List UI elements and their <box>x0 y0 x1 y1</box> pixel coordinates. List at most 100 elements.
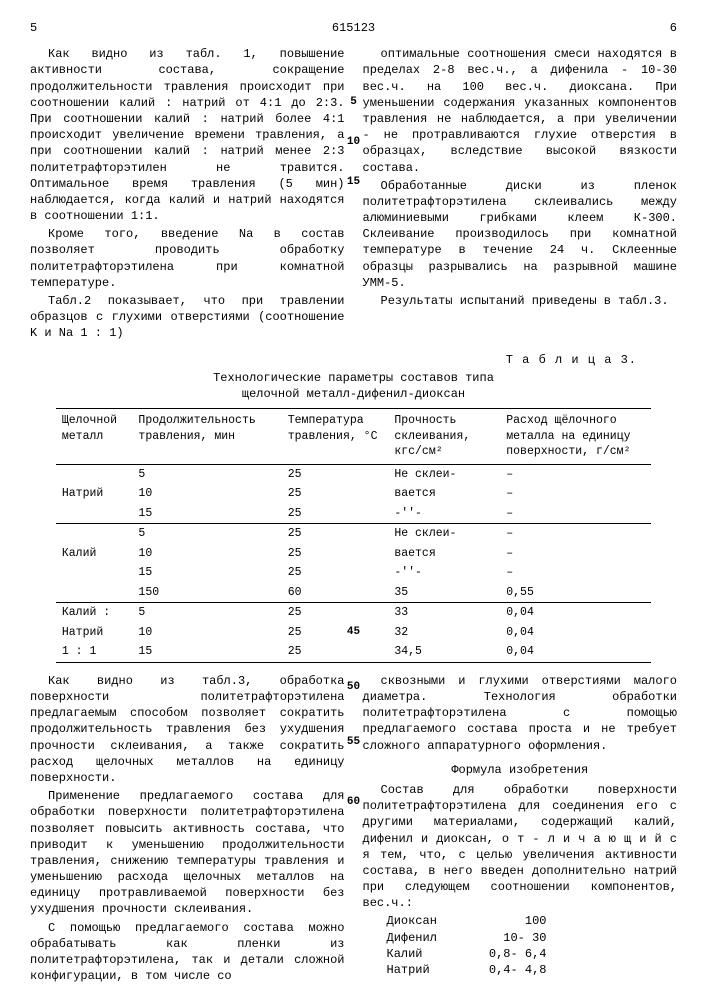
table-row: 5 25 Не склеи- – <box>56 524 651 544</box>
document-number: 615123 <box>332 20 375 36</box>
cell: 25 <box>282 623 389 643</box>
paragraph: Как видно из табл.3, обработка поверхнос… <box>30 673 345 786</box>
cell: 15 <box>132 563 281 583</box>
table-row: Натрий 10 25 вается – <box>56 484 651 504</box>
top-columns: Как видно из табл. 1, повышение активнос… <box>30 46 677 343</box>
component-name: Диоксан <box>387 913 467 929</box>
page-left: 5 <box>30 20 37 36</box>
component-row: Дифенил 10- 30 <box>387 930 678 946</box>
cell: 10 <box>132 544 281 564</box>
paragraph: Результаты испытаний приведены в табл.3. <box>363 293 678 309</box>
formula-title: Формула изобретения <box>363 762 678 778</box>
formula-body: Состав для обработки поверхности политет… <box>363 782 678 912</box>
cell: 5 <box>132 524 281 544</box>
paragraph: С помощью предлагаемого состава можно об… <box>30 920 345 985</box>
component-name: Дифенил <box>387 930 467 946</box>
bottom-columns: Как видно из табл.3, обработка поверхнос… <box>30 673 677 987</box>
paragraph: Табл.2 показывает, что при травлении обр… <box>30 293 345 342</box>
cell: 33 <box>388 603 500 623</box>
table-row: 150 60 35 0,55 <box>56 583 651 603</box>
cell: 25 <box>282 464 389 484</box>
table-header: Прочность склеивания, кгс/см² <box>388 409 500 465</box>
cell: – <box>500 563 651 583</box>
cell: вается <box>388 544 500 564</box>
cell: – <box>500 464 651 484</box>
component-row: Натрий 0,4- 4,8 <box>387 962 678 978</box>
line-number: 50 <box>347 680 360 695</box>
line-number: 15 <box>347 175 360 190</box>
cell: 60 <box>282 583 389 603</box>
paragraph: Применение предлагаемого состава для обр… <box>30 788 345 918</box>
cell: 0,04 <box>500 642 651 662</box>
cell: 34,5 <box>388 642 500 662</box>
group-label: Калий : <box>56 603 133 623</box>
table-row: 5 25 Не склеи- – <box>56 464 651 484</box>
component-value: 100 <box>467 913 547 929</box>
component-row: Калий 0,8- 6,4 <box>387 946 678 962</box>
bottom-right-column: сквозными и глухими отверстиями малого д… <box>363 673 678 987</box>
component-name: Калий <box>387 946 467 962</box>
cell: 25 <box>282 603 389 623</box>
component-list: Диоксан 100 Дифенил 10- 30 Калий 0,8- 6,… <box>387 913 678 978</box>
table-header: Расход щёлочного металла на единицу пове… <box>500 409 651 465</box>
table-header: Температура травления, °С <box>282 409 389 465</box>
cell: 10 <box>132 623 281 643</box>
table-title-line: Технологические параметры составов типа <box>213 371 494 385</box>
cell: 25 <box>282 563 389 583</box>
component-value: 0,8- 6,4 <box>467 946 547 962</box>
cell: Не склеи- <box>388 524 500 544</box>
group-label: Натрий <box>56 484 133 504</box>
paragraph: оптимальные соотношения смеси находятся … <box>363 46 678 176</box>
group-label: Натрий <box>56 623 133 643</box>
component-row: Диоксан 100 <box>387 913 678 929</box>
paragraph: Кроме того, введение Na в состав позволя… <box>30 226 345 291</box>
paragraph: сквозными и глухими отверстиями малого д… <box>363 673 678 754</box>
paragraph: Как видно из табл. 1, повышение активнос… <box>30 46 345 224</box>
line-number: 10 <box>347 135 360 150</box>
cell: 15 <box>132 642 281 662</box>
cell: вается <box>388 484 500 504</box>
line-number: 55 <box>347 735 360 750</box>
cell: 0,04 <box>500 623 651 643</box>
cell: 15 <box>132 504 281 524</box>
table-title-line: щелочной металл-дифенил-диоксан <box>242 387 465 401</box>
line-number: 60 <box>347 795 360 810</box>
table-caption: Т а б л и ц а 3. <box>30 352 637 368</box>
cell: – <box>500 504 651 524</box>
line-number: 45 <box>347 625 360 640</box>
cell: – <box>500 484 651 504</box>
component-name: Натрий <box>387 962 467 978</box>
table-row: Калий 10 25 вается – <box>56 544 651 564</box>
cell: 25 <box>282 484 389 504</box>
cell: 35 <box>388 583 500 603</box>
cell: -''- <box>388 563 500 583</box>
component-value: 10- 30 <box>467 930 547 946</box>
cell: 25 <box>282 642 389 662</box>
cell: 25 <box>282 504 389 524</box>
cell: 25 <box>282 544 389 564</box>
paragraph: Обработанные диски из пленок политетрафт… <box>363 178 678 291</box>
cell: Не склеи- <box>388 464 500 484</box>
table-row: 15 25 -''- – <box>56 563 651 583</box>
cell: 5 <box>132 464 281 484</box>
table-row: 15 25 -''- – <box>56 504 651 524</box>
bottom-left-column: Как видно из табл.3, обработка поверхнос… <box>30 673 345 987</box>
table-header: Щелочной металл <box>56 409 133 465</box>
table-row: Калий : 5 25 33 0,04 <box>56 603 651 623</box>
table-title: Технологические параметры составов типа … <box>30 370 677 402</box>
line-number: 5 <box>350 95 357 110</box>
table-header: Продолжительность травления, мин <box>132 409 281 465</box>
page-right: 6 <box>670 20 677 36</box>
top-right-column: оптимальные соотношения смеси находятся … <box>363 46 678 343</box>
cell: 25 <box>282 524 389 544</box>
group-label: Калий <box>56 544 133 564</box>
cell: – <box>500 524 651 544</box>
cell: 0,04 <box>500 603 651 623</box>
cell: – <box>500 544 651 564</box>
top-left-column: Как видно из табл. 1, повышение активнос… <box>30 46 345 343</box>
table-row: 1 : 1 15 25 34,5 0,04 <box>56 642 651 662</box>
cell: 150 <box>132 583 281 603</box>
cell: 32 <box>388 623 500 643</box>
component-value: 0,4- 4,8 <box>467 962 547 978</box>
group-label: 1 : 1 <box>56 642 133 662</box>
